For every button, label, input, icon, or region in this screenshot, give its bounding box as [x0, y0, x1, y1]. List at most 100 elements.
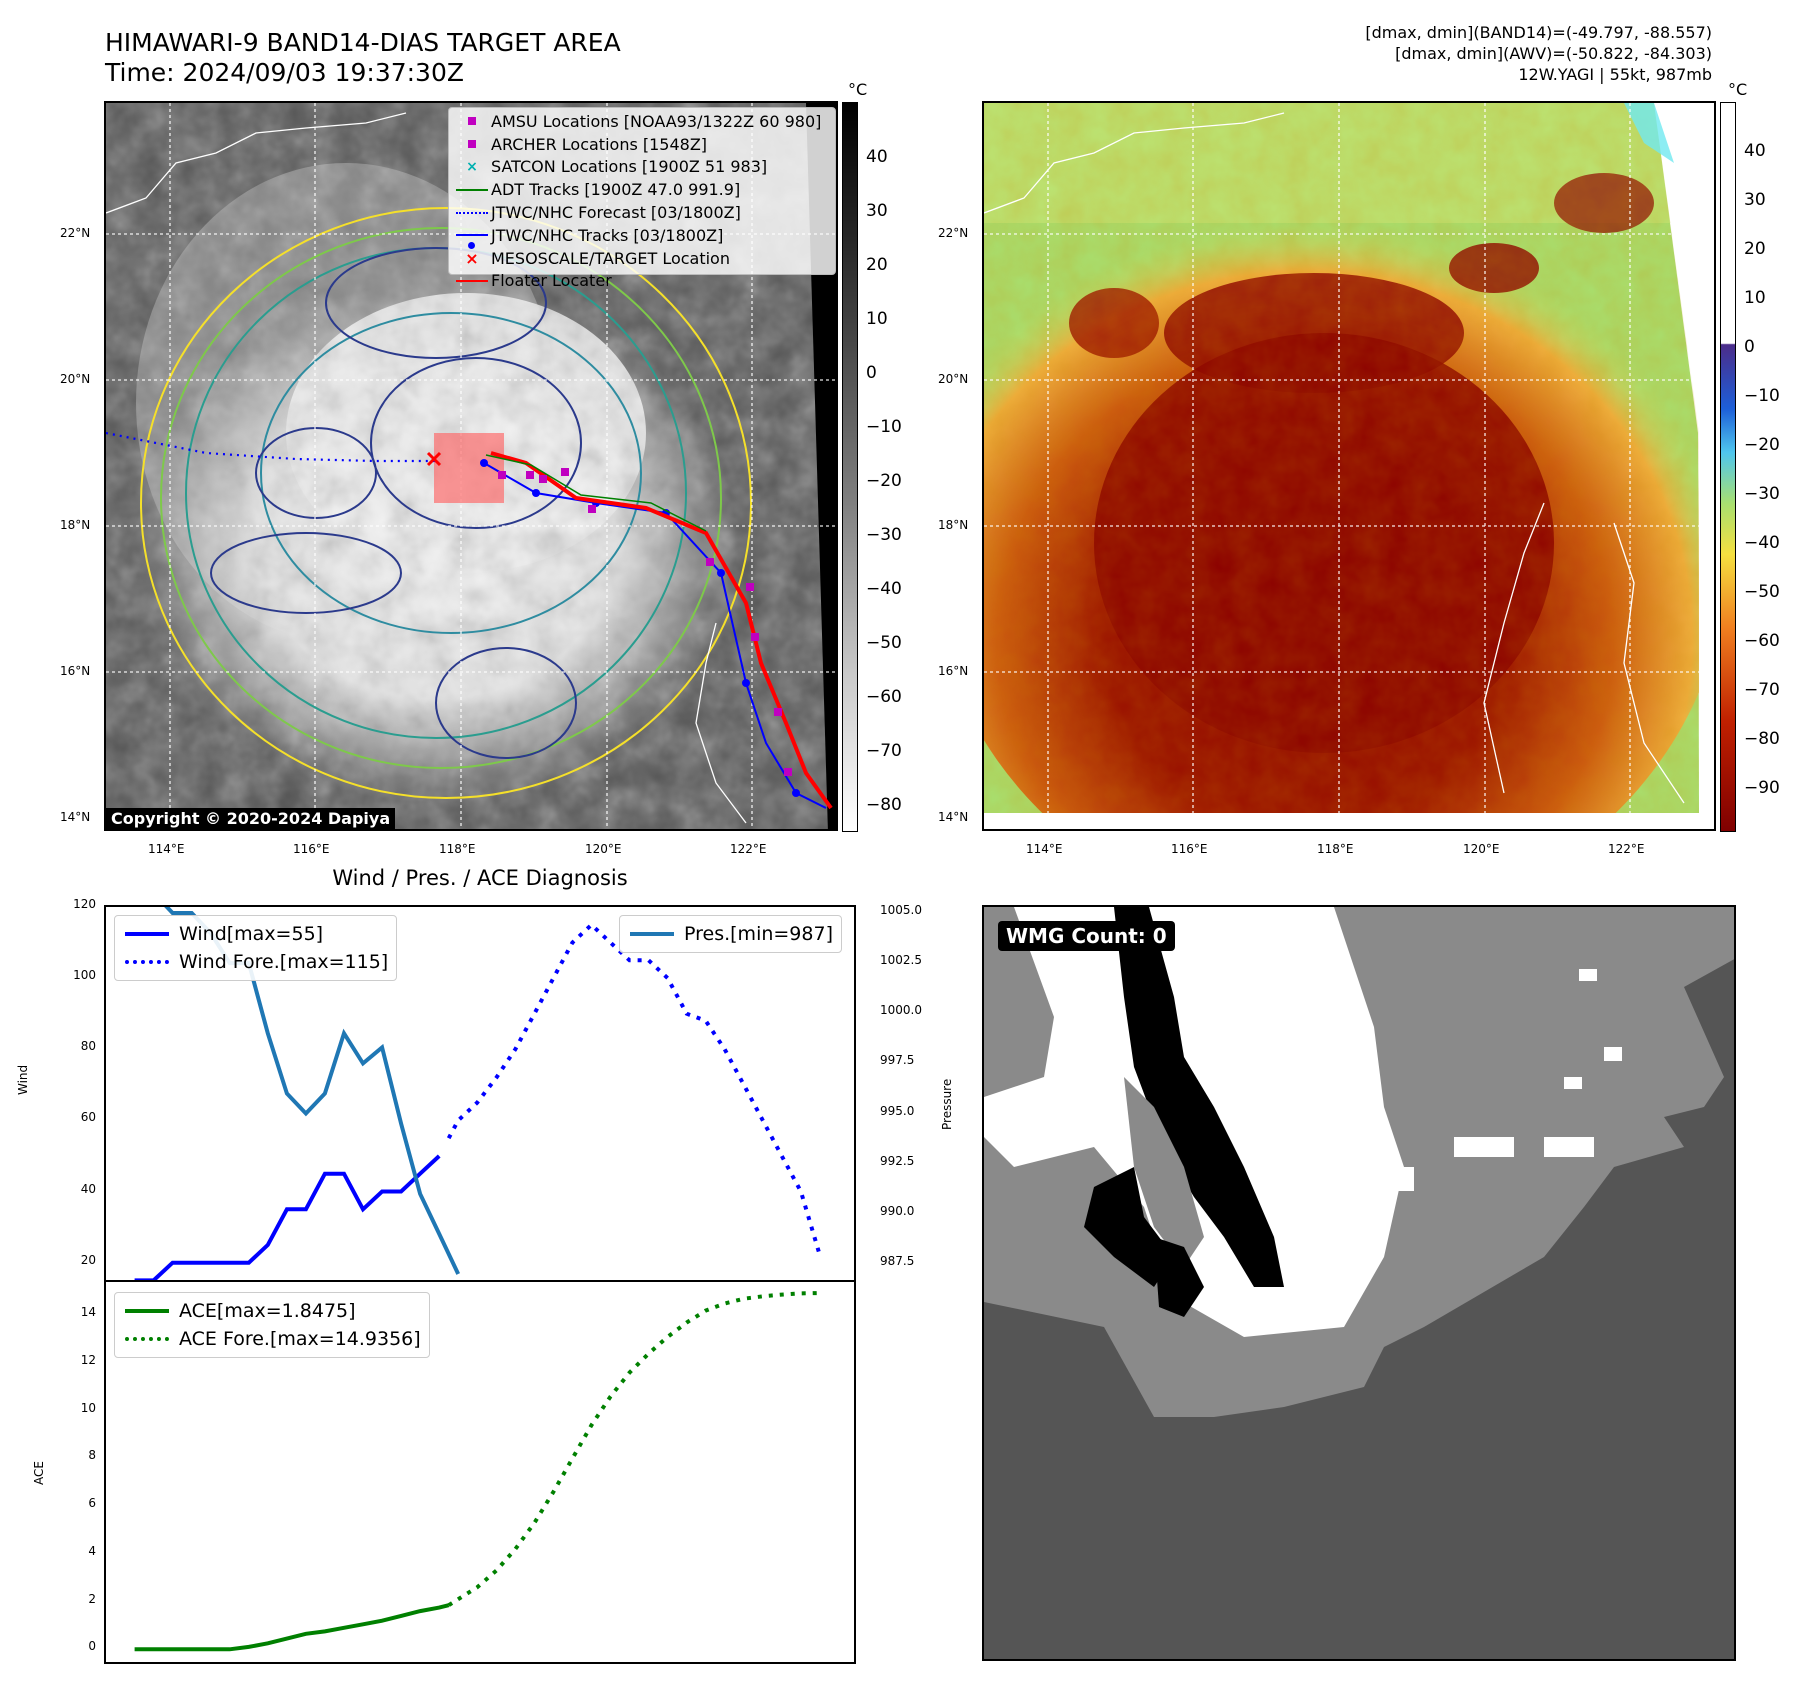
legend-adt: ADT Tracks [1900Z 47.0 991.9]	[453, 178, 831, 201]
wind-ylabel: Wind	[16, 1064, 30, 1095]
lat-label-18: 18°N	[60, 518, 91, 532]
figure-title: HIMAWARI-9 BAND14-DIAS TARGET AREA Time:…	[105, 28, 621, 88]
wind-tick-label: 40	[80, 1181, 96, 1196]
pressure-tick-label: 997.5	[880, 1053, 915, 1068]
ace-legend: ACE[max=1.8475] ACE Fore.[max=14.9356]	[114, 1292, 430, 1358]
pressure-ylabel: Pressure	[940, 1078, 954, 1130]
wind-tick-label: 120	[73, 897, 96, 911]
pressure-tick-label: 1000.0	[880, 1003, 922, 1018]
right-colorbar	[1720, 102, 1736, 832]
lon-label-116-right: 116°E	[1171, 842, 1208, 856]
pressure-tick-label: 1002.5	[880, 953, 922, 968]
wmg-count-badge: WMG Count: 0	[998, 921, 1175, 951]
legend-ace: ACE[max=1.8475]	[123, 1297, 421, 1325]
legend-archer: ARCHER Locations [1548Z]	[453, 133, 831, 156]
wind-line-icon	[123, 932, 171, 936]
pressure-tick-label: 990.0	[880, 1203, 915, 1218]
wind-fore-dotted-icon	[123, 960, 171, 964]
title-line-2: Time: 2024/09/03 19:37:30Z	[105, 58, 464, 87]
awv-map-image	[984, 103, 1714, 829]
ace-ylabel: ACE	[32, 1461, 46, 1485]
stats-awv: [dmax, dmin](AWV)=(-50.822, -84.303)	[1395, 44, 1712, 63]
right-colorbar-unit: °C	[1728, 80, 1748, 99]
ace-tick-label: 6	[88, 1496, 96, 1511]
ace-tick-label: 2	[88, 1591, 96, 1606]
wmg-panel: WMG Count: 0	[982, 905, 1736, 1661]
legend-pres: Pres.[min=987]	[628, 920, 833, 948]
forecast-dotted-icon	[453, 211, 491, 214]
stats-band14: [dmax, dmin](BAND14)=(-49.797, -88.557)	[1365, 23, 1712, 42]
ace-fore-dotted-icon	[123, 1337, 171, 1341]
lon-label-122: 122°E	[730, 842, 767, 856]
pres-line-icon	[628, 932, 676, 936]
ace-line-icon	[123, 1309, 171, 1313]
lat-label-16-right: 16°N	[938, 664, 969, 678]
ace-tick-label: 10	[80, 1400, 96, 1415]
wind-tick-label: 80	[80, 1039, 96, 1054]
wmg-image	[984, 907, 1734, 1659]
diagnosis-title: Wind / Pres. / ACE Diagnosis	[332, 866, 628, 890]
wind-pres-plot	[134, 907, 822, 1280]
ace-tick-label: 4	[88, 1543, 96, 1558]
lat-label-14: 14°N	[60, 810, 91, 824]
series-line-ace-max-	[134, 1603, 450, 1652]
copyright-label: Copyright © 2020-2024 Dapiya	[106, 808, 396, 829]
pressure-tick-label: 992.5	[880, 1153, 915, 1168]
lat-label-18-right: 18°N	[938, 518, 969, 532]
ace-plot	[134, 1291, 820, 1652]
stats-text: [dmax, dmin](BAND14)=(-49.797, -88.557) …	[1365, 22, 1712, 85]
wind-legend: Wind[max=55] Wind Fore.[max=115]	[114, 915, 398, 981]
series-line-ace-fore-max-	[447, 1291, 820, 1607]
ace-tick-label: 8	[88, 1448, 96, 1463]
legend-amsu: AMSU Locations [NOAA93/1322Z 60 980]	[453, 110, 831, 133]
lat-label-14-right: 14°N	[938, 810, 969, 824]
pressure-tick-label: 987.5	[880, 1253, 915, 1268]
ace-tick-label: 12	[80, 1353, 96, 1368]
legend-floater: Floater Locater	[453, 270, 831, 293]
series-line-wind-max-	[134, 1154, 441, 1280]
pressure-tick-label: 995.0	[880, 1103, 915, 1118]
wind-tick-label: 20	[80, 1252, 96, 1267]
legend-wind: Wind[max=55]	[123, 920, 388, 948]
legend-mesoscale: × MESOSCALE/TARGET Location	[453, 247, 831, 270]
wind-tick-label: 100	[73, 968, 96, 983]
lon-label-120-right: 120°E	[1463, 842, 1500, 856]
lat-label-20: 20°N	[60, 372, 91, 386]
legend-tracks: JTWC/NHC Tracks [03/1800Z]	[453, 224, 831, 250]
adt-line-icon	[453, 188, 491, 191]
legend-wind-fore: Wind Fore.[max=115]	[123, 948, 388, 976]
lon-label-116: 116°E	[293, 842, 330, 856]
satcon-x-icon: ×	[466, 158, 478, 175]
lon-label-114-right: 114°E	[1026, 842, 1063, 856]
lon-label-122-right: 122°E	[1608, 842, 1645, 856]
amsu-square-icon	[453, 117, 491, 126]
lon-label-118-right: 118°E	[1317, 842, 1354, 856]
legend-satcon: × SATCON Locations [1900Z 51 983]	[453, 156, 831, 179]
lat-label-22: 22°N	[60, 226, 91, 240]
lat-label-20-right: 20°N	[938, 372, 969, 386]
series-line-pres-min-	[164, 907, 461, 1275]
series-line-wind-fore-max-	[446, 922, 822, 1257]
mesoscale-x-icon: ×	[465, 248, 479, 268]
ace-tick-label: 0	[88, 1639, 96, 1654]
title-line-1: HIMAWARI-9 BAND14-DIAS TARGET AREA	[105, 28, 621, 57]
lon-label-114: 114°E	[148, 842, 185, 856]
wind-pres-panel: Wind[max=55] Wind Fore.[max=115] Pres.[m…	[104, 905, 856, 1282]
legend-ace-fore: ACE Fore.[max=14.9356]	[123, 1325, 421, 1353]
pressure-tick-label: 1005.0	[880, 903, 922, 918]
legend-forecast: JTWC/NHC Forecast [03/1800Z]	[453, 201, 831, 224]
tracks-line-dot-icon	[453, 234, 491, 250]
left-colorbar	[842, 102, 858, 832]
lon-label-118: 118°E	[439, 842, 476, 856]
archer-square-icon	[453, 140, 491, 149]
floater-line-icon	[453, 279, 491, 282]
wind-tick-label: 60	[80, 1110, 96, 1125]
pres-legend: Pres.[min=987]	[619, 915, 842, 953]
lat-label-22-right: 22°N	[938, 226, 969, 240]
ace-tick-label: 14	[80, 1305, 96, 1320]
ace-panel: ACE[max=1.8475] ACE Fore.[max=14.9356]	[104, 1280, 856, 1664]
lon-label-120: 120°E	[585, 842, 622, 856]
storm-info: 12W.YAGI | 55kt, 987mb	[1518, 65, 1712, 84]
map-legend: AMSU Locations [NOAA93/1322Z 60 980] ARC…	[448, 107, 836, 290]
lat-label-16: 16°N	[60, 664, 91, 678]
